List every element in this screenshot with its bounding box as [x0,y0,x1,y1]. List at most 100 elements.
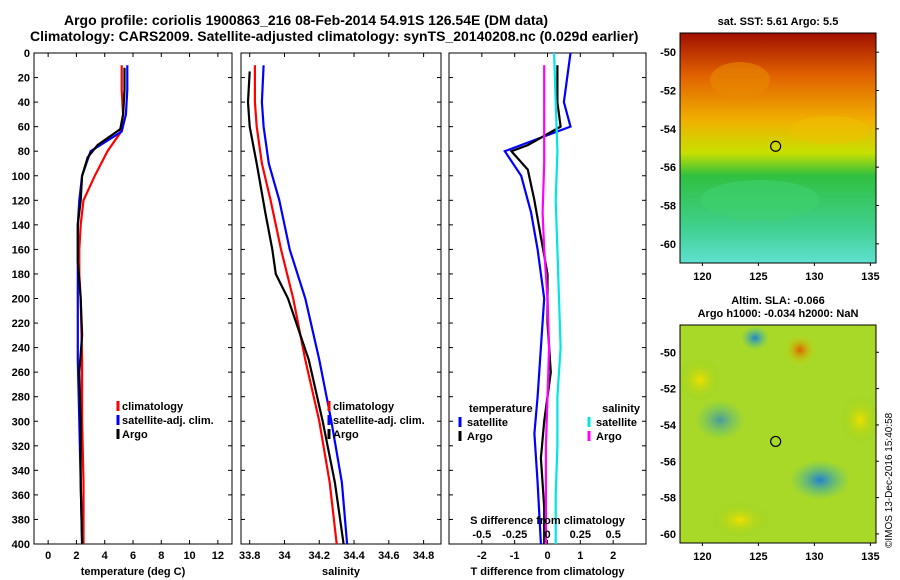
salinity-panel-legend-label: climatology [333,401,395,413]
sla-map-xtick-label: 120 [693,551,711,563]
diff-top-xtick-label: 0.25 [570,529,591,541]
difference-panel-series-t-argo [509,65,562,544]
difference-panel-xtick-label: -2 [477,550,487,562]
diff-legend-temp-title: temperature [469,403,533,415]
difference-panel-xtick-label: -1 [510,550,520,562]
salinity-panel-xtick-label: 34.6 [378,550,399,562]
diff-legend-sal-title: salinity [602,403,641,415]
salinity-panel-series-climatology [253,65,338,545]
depth-tick-label: 400 [12,539,30,551]
depth-tick-label: 180 [12,269,30,281]
depth-tick-label: 60 [18,122,30,134]
depth-tick-label: 40 [18,97,30,109]
depth-tick-label: 200 [12,294,30,306]
depth-tick-label: 320 [12,441,30,453]
difference-panel-xtick-label: 0 [544,550,550,562]
sst-map-xtick-label: 130 [805,271,823,283]
diff-legend-temp-label: Argo [467,431,493,443]
sla-map-title: Altim. SLA: -0.066 [731,295,825,307]
sla-map-xtick-label: 135 [861,551,879,563]
diff-top-xtick-label: -0.25 [502,529,527,541]
depth-tick-label: 260 [12,367,30,379]
depth-tick-label: 360 [12,490,30,502]
temperature-panel-legend-label: satellite-adj. clim. [122,415,214,427]
sla-map-ytick-label: -50 [660,347,676,359]
diff-legend-sal-label: Argo [596,431,622,443]
sst-map-title: sat. SST: 5.61 Argo: 5.5 [718,16,839,28]
sst-map-ytick-label: -50 [660,47,676,59]
sst-map-xtick-label: 120 [693,271,711,283]
temperature-panel-legend-label: Argo [122,429,148,441]
sst-map-ytick-label: -56 [660,162,676,174]
sla-map-blob [741,326,769,350]
difference-panel-series-s-satellite [553,52,562,544]
salinity-panel-legend-label: Argo [333,429,359,441]
sst-map-xtick-label: 135 [861,271,879,283]
depth-tick-label: 380 [12,514,30,526]
temperature-panel-xtick-label: 8 [158,550,164,562]
diff-legend-temp-label: satellite [467,417,508,429]
sst-map-ytick-label: -54 [660,124,677,136]
sst-map-argo-marker [770,140,782,152]
sst-map-field [680,33,876,263]
salinity-panel-xtick-label: 34.4 [343,550,365,562]
diff-top-xtick-label: -0.5 [472,529,491,541]
depth-tick-label: 280 [12,392,30,404]
difference-panel-xlabel: T difference from climatology [470,566,625,578]
salinity-panel-xtick-label: 33.8 [239,550,260,562]
sst-map-ytick-label: -58 [660,201,676,213]
sst-map-cold-patch [790,116,870,144]
depth-tick-label: 160 [12,244,30,256]
depth-tick-label: 0 [24,48,30,60]
depth-tick-label: 120 [12,195,30,207]
sla-map-frame [679,324,877,544]
depth-tick-label: 300 [12,416,30,428]
sla-map-blob [710,502,770,538]
depth-tick-label: 20 [18,73,30,85]
sst-map-frame [679,32,877,264]
temperature-panel-series-climatology [78,65,125,544]
sst-map-xtick-label: 125 [749,271,767,283]
depth-tick-label: 220 [12,318,30,330]
temperature-panel-frame [33,52,233,545]
temperature-panel-xtick-label: 2 [73,550,79,562]
sla-map-ytick-label: -56 [660,456,676,468]
sla-map-xtick-label: 125 [749,551,767,563]
sla-map-blob [790,460,850,500]
sst-map-ytick-label: -60 [660,239,676,251]
sla-map-ytick-label: -52 [660,384,676,396]
temperature-panel-series-argo [76,67,126,545]
sla-map-xtick-label: 130 [805,551,823,563]
salinity-panel-xtick-label: 34.8 [413,550,434,562]
sla-map-ytick-label: -54 [660,420,677,432]
sst-map-green-patch [700,180,820,220]
temperature-panel-xtick-label: 4 [102,550,109,562]
difference-panel-series-s-argo [541,65,551,544]
temperature-panel-series-satellite-adj-clim- [76,65,129,545]
temperature-panel-legend-label: climatology [122,401,184,413]
sla-map-argo-marker [770,435,782,448]
temperature-panel-xtick-label: 6 [130,550,136,562]
salinity-panel-frame [240,52,442,545]
sla-map-blob [784,334,816,366]
sst-map-warm-eddy [710,62,770,98]
salinity-panel-xtick-label: 34.2 [309,550,330,562]
difference-panel-series-t-satellite [503,52,572,545]
diff-top-xtick-label: 0.5 [606,529,621,541]
salinity-panel-xlabel: salinity [322,566,361,578]
diff-top-xlabel: S difference from climatology [470,515,626,527]
title-line-1: Argo profile: coriolis 1900863_216 08-Fe… [64,12,549,28]
title-line-2: Climatology: CARS2009. Satellite-adjuste… [30,28,639,44]
depth-tick-label: 140 [12,220,30,232]
sla-map-ytick-label: -58 [660,493,676,505]
sst-map-ytick-label: -52 [660,86,676,98]
diff-top-xtick-label: 0 [544,529,550,541]
sla-map-title: Argo h1000: -0.034 h2000: NaN [698,308,859,320]
difference-panel-xtick-label: 1 [577,550,583,562]
salinity-panel-legend-label: satellite-adj. clim. [333,415,425,427]
depth-tick-label: 340 [12,465,30,477]
depth-tick-label: 80 [18,146,30,158]
temperature-panel-xtick-label: 12 [212,550,224,562]
salinity-panel-xtick-label: 34 [278,550,291,562]
